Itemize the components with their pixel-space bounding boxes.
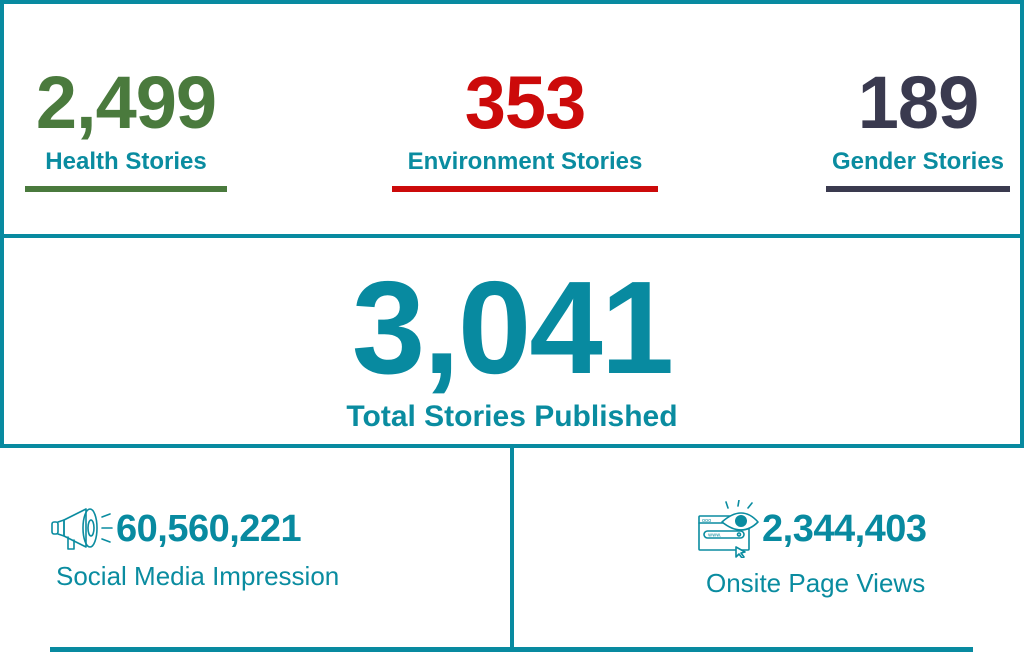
- gender-stories-count: 189: [857, 61, 979, 144]
- svg-text:www.: www.: [708, 533, 722, 539]
- total-stories-label: Total Stories Published: [346, 400, 678, 433]
- environment-stories-label: Environment Stories: [407, 148, 643, 175]
- social-media-impressions-label: Social Media Impression: [56, 561, 340, 591]
- health-underline: [25, 186, 227, 192]
- gender-stat: 189 Gender Stories: [812, 66, 1024, 192]
- frame-bottom-line: [50, 647, 973, 652]
- health-stories-count: 2,499: [35, 61, 217, 144]
- health-stat: 2,499 Health Stories: [16, 66, 236, 192]
- frame-left-border: [0, 0, 4, 448]
- frame-divider-top: [0, 234, 1024, 238]
- total-stat: 3,041 Total Stories Published: [0, 262, 1024, 432]
- frame-top-border: [0, 0, 1024, 4]
- environment-stat: 353 Environment Stories: [384, 66, 666, 192]
- gender-underline: [826, 186, 1010, 192]
- page-views-label: Onsite Page Views: [706, 568, 926, 598]
- health-stories-label: Health Stories: [45, 148, 207, 175]
- frame-vertical-divider: [510, 446, 514, 648]
- gender-stories-label: Gender Stories: [831, 148, 1005, 175]
- total-stories-count: 3,041: [351, 254, 674, 401]
- browser-eye-icon: ooo www.: [696, 500, 762, 558]
- frame-right-border: [1020, 0, 1024, 448]
- page-views-metric: ooo www. 2,344,403 Onsite Page Views: [696, 500, 927, 596]
- megaphone-icon: [50, 505, 116, 553]
- environment-underline: [392, 186, 658, 192]
- page-views-value: 2,344,403: [762, 508, 927, 550]
- environment-stories-count: 353: [464, 61, 586, 144]
- social-media-impressions-value: 60,560,221: [116, 508, 302, 550]
- social-media-metric: 60,560,221 Social Media Impression: [50, 505, 339, 589]
- svg-text:ooo: ooo: [702, 518, 711, 524]
